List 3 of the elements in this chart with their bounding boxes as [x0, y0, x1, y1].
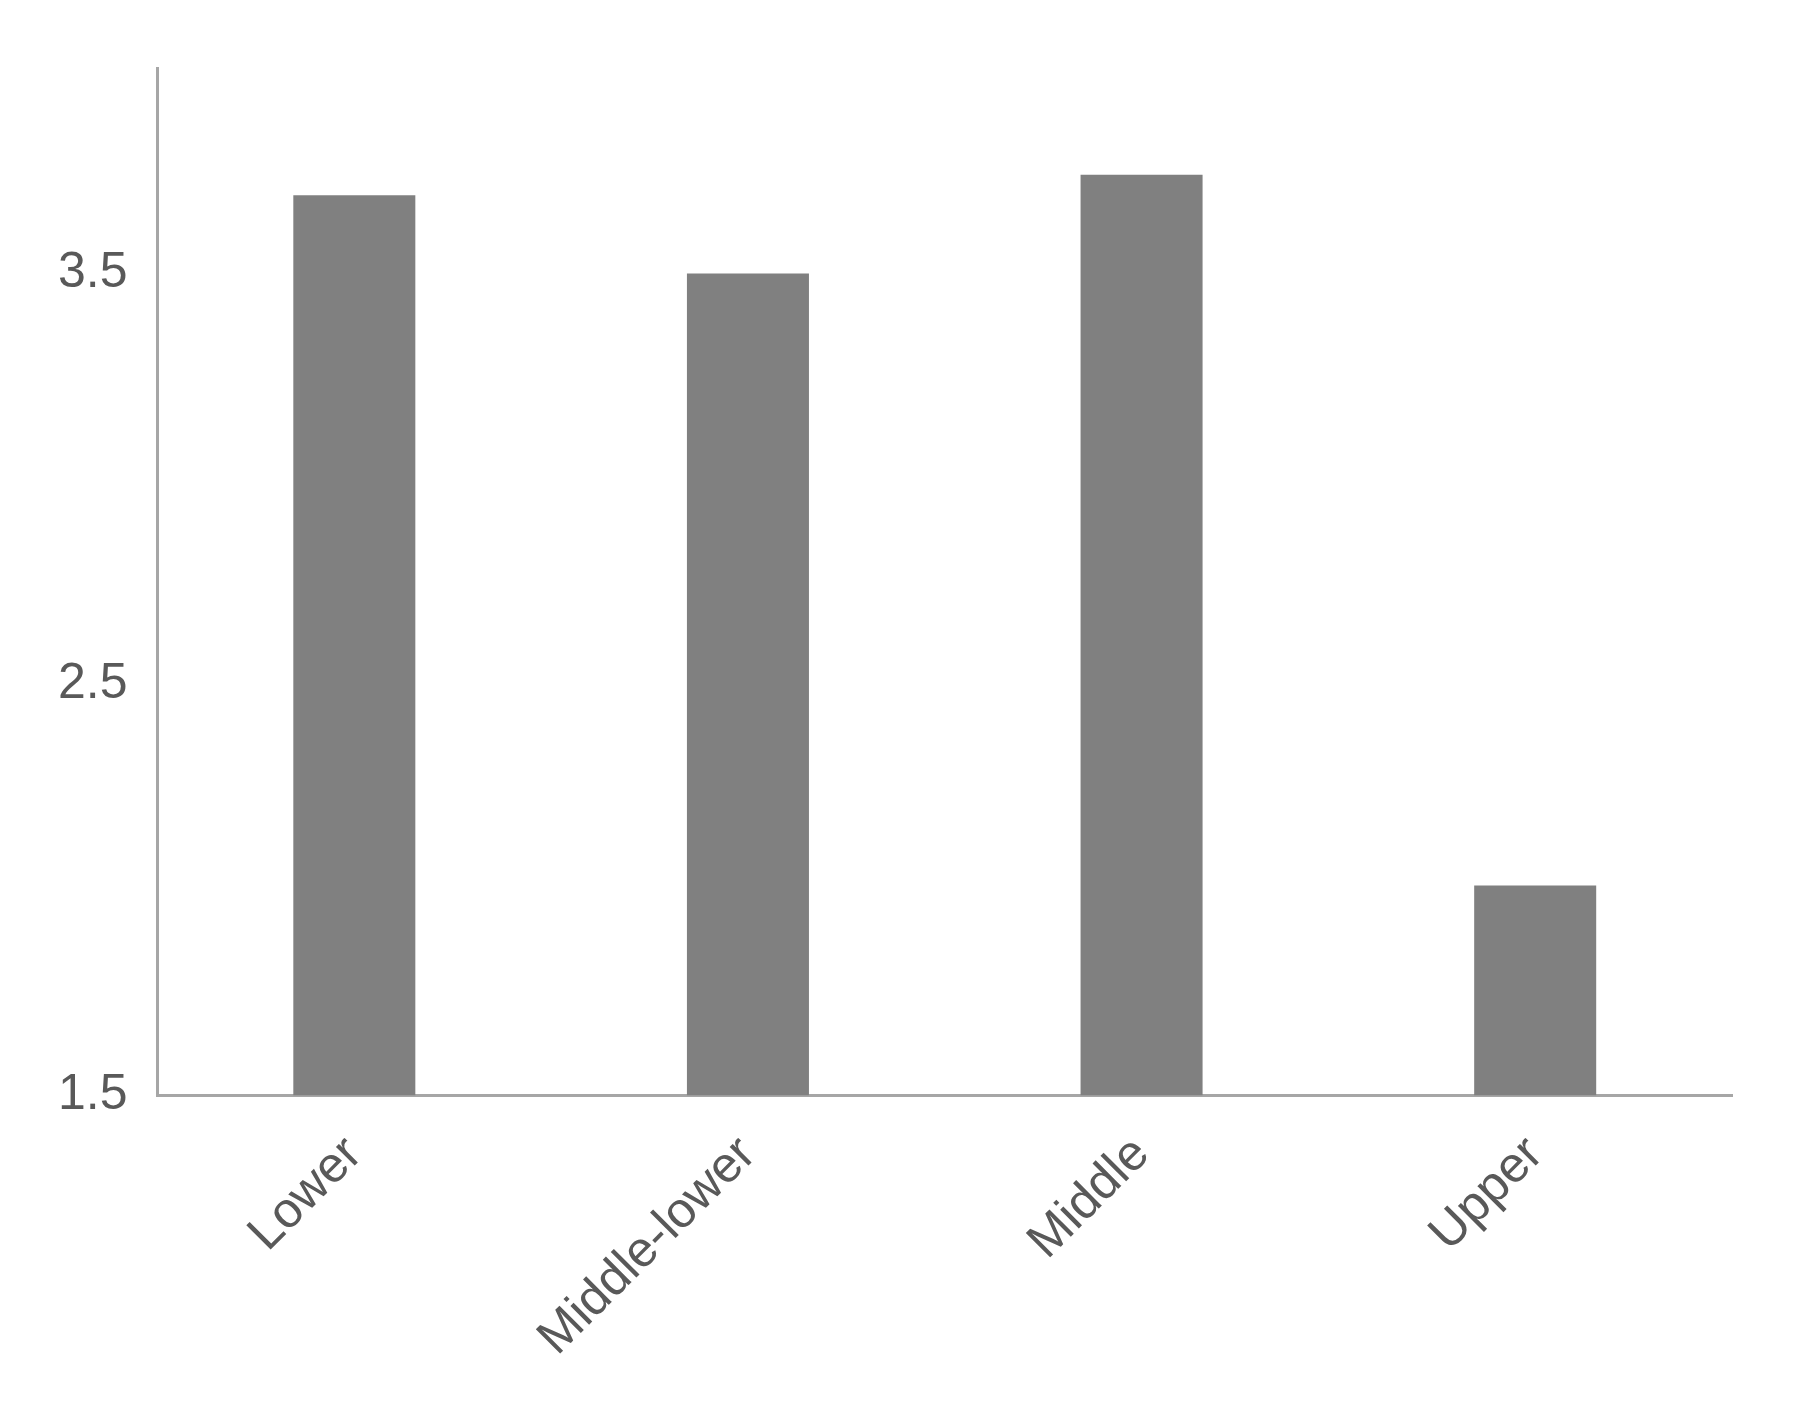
y-tick-label: 3.5: [57, 242, 128, 299]
y-tick-label: 1.5: [57, 1063, 128, 1120]
y-tick-label: 2.5: [57, 653, 128, 710]
